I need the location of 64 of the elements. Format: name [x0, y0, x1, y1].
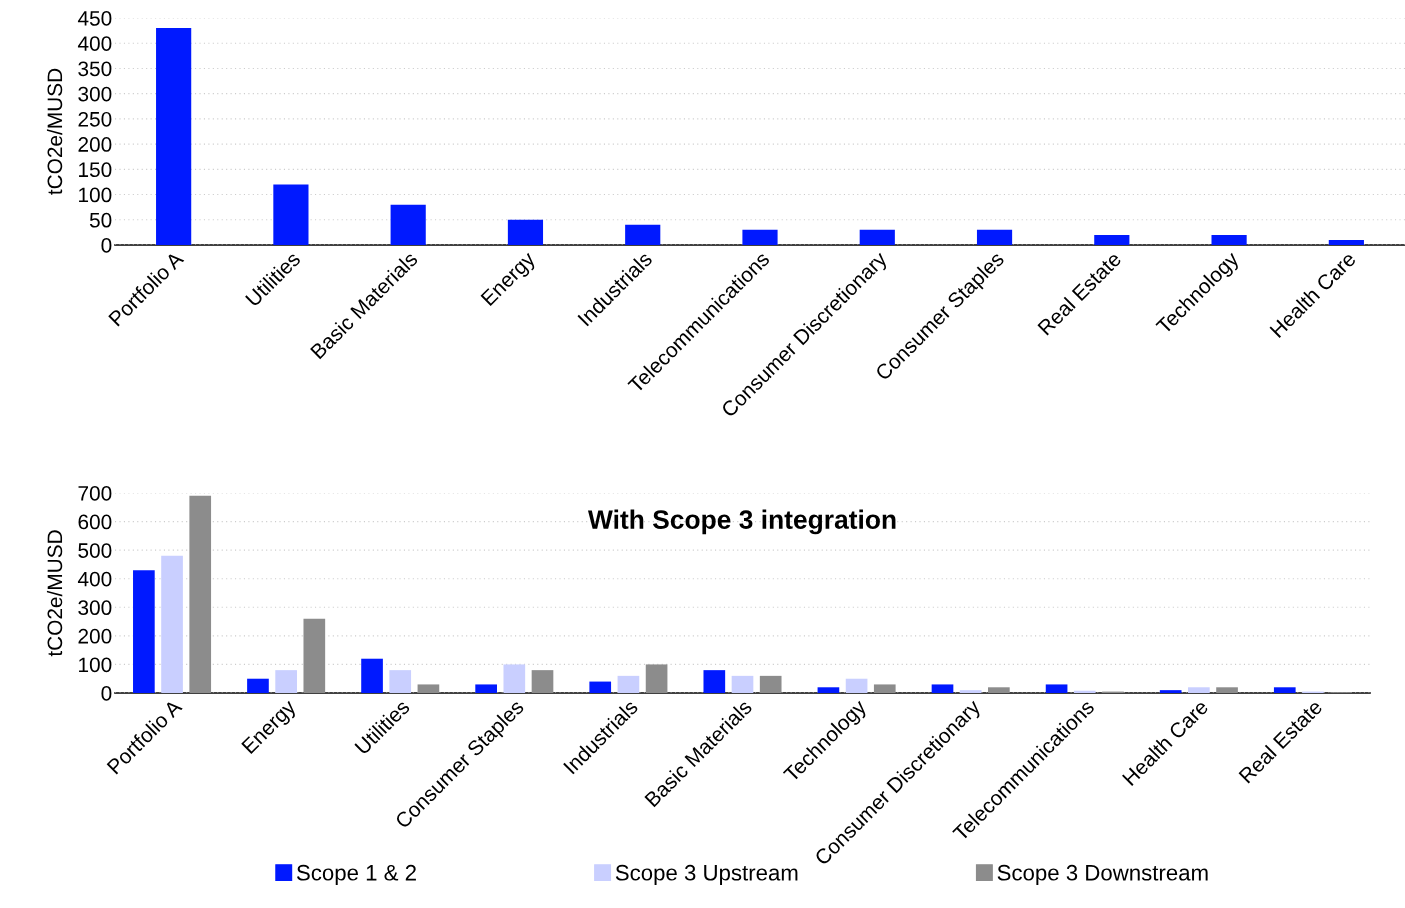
bar	[625, 224, 661, 245]
y-tick-label: 350	[78, 61, 112, 77]
bar	[759, 675, 782, 693]
bar	[931, 684, 954, 693]
bar	[161, 555, 183, 693]
bar	[1159, 690, 1182, 693]
bar	[1045, 684, 1068, 693]
y-tick-label: 500	[78, 543, 112, 558]
y-tick-label: 0	[101, 238, 112, 253]
y-tick-label: 600	[78, 514, 112, 530]
y-tick-label: 700	[78, 486, 112, 501]
y-axis-title: tCO2e/MUSD	[46, 68, 63, 195]
bar	[531, 670, 554, 693]
bar	[703, 670, 726, 693]
y-tick-label: 400	[77, 36, 112, 51]
y-tick-label: 450	[77, 11, 112, 26]
y-tick-label: 300	[78, 600, 112, 616]
bar	[390, 204, 426, 245]
y-tick-label: 100	[79, 187, 112, 203]
y-tick-label: 400	[77, 571, 112, 587]
bar	[389, 670, 412, 693]
bar	[247, 678, 269, 693]
y-tick-label: 50	[89, 212, 112, 228]
bar	[731, 675, 754, 693]
bar	[1211, 234, 1247, 245]
bar	[1273, 687, 1296, 693]
bar	[845, 678, 868, 693]
y-tick-label: 200	[78, 628, 112, 644]
y-tick-label: 300	[78, 86, 112, 102]
text: With Scope 3 integration	[587, 509, 896, 535]
legend-label: Scope 3 Upstream	[615, 864, 798, 885]
bar	[361, 658, 383, 693]
bar	[1094, 234, 1130, 245]
bar	[959, 690, 982, 693]
bar	[859, 229, 895, 245]
bar	[156, 28, 192, 245]
y-tick-label: 250	[78, 111, 112, 127]
bar	[417, 684, 440, 693]
y-tick-label: 150	[79, 162, 112, 178]
y-tick-label: 200	[78, 137, 112, 152]
bar	[976, 229, 1013, 245]
bar	[1328, 239, 1364, 245]
bar	[817, 687, 840, 693]
bar	[189, 495, 212, 693]
bar	[1216, 687, 1238, 693]
legend-label: Scope 3 Downstream	[997, 864, 1208, 885]
bar	[589, 681, 612, 693]
bar	[1188, 687, 1210, 693]
bar	[988, 687, 1010, 693]
bar	[742, 229, 778, 245]
bar	[645, 664, 668, 693]
bar	[617, 675, 640, 693]
bar	[275, 670, 297, 693]
y-axis-title: tCO2e/MUSD	[46, 530, 63, 657]
bar	[273, 184, 309, 245]
legend-label: Scope 1 & 2	[296, 864, 416, 885]
y-tick-label: 0	[101, 686, 112, 701]
bar	[303, 618, 326, 693]
bar	[475, 684, 497, 693]
bar	[133, 570, 155, 693]
bar	[507, 219, 544, 245]
bar	[873, 684, 896, 693]
bar	[503, 664, 526, 693]
y-tick-label: 100	[79, 657, 112, 673]
